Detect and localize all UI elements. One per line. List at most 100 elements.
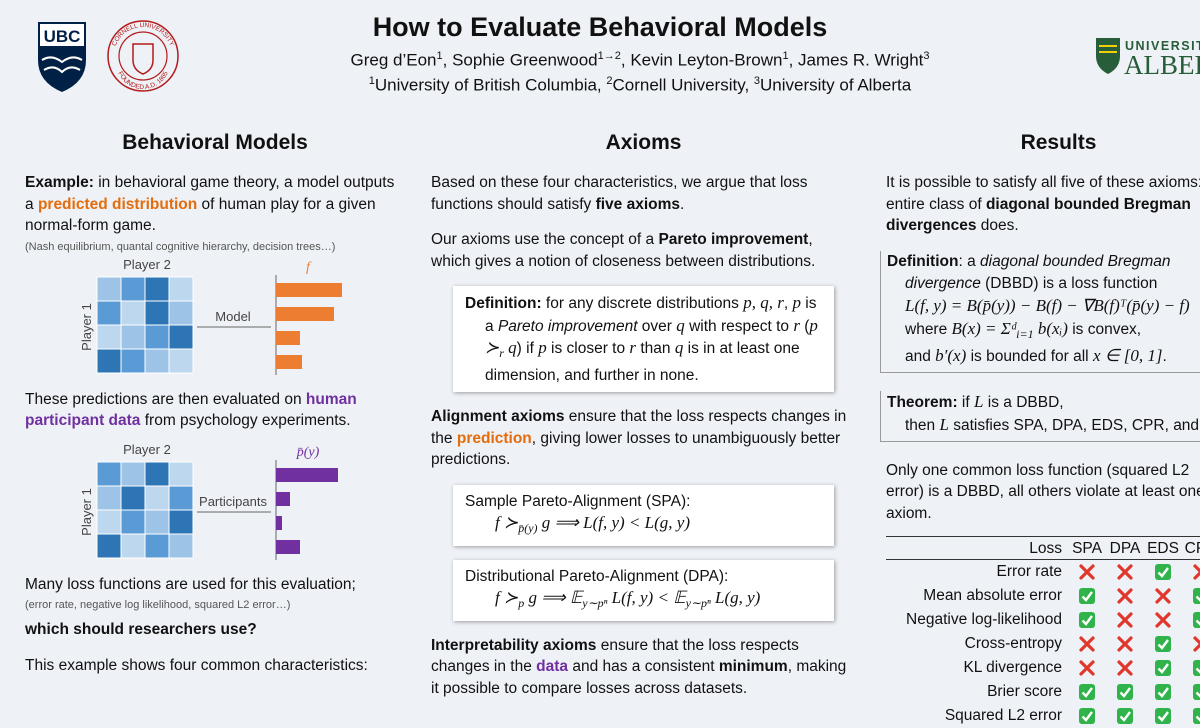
heading: Axioms bbox=[431, 128, 856, 158]
bar bbox=[276, 540, 300, 554]
cell bbox=[169, 301, 193, 325]
cross bbox=[1192, 563, 1200, 581]
text-run: is closer to bbox=[547, 340, 630, 357]
cell bbox=[169, 534, 193, 558]
cross bbox=[1116, 587, 1134, 605]
check-box bbox=[1079, 588, 1095, 604]
text-run: q bbox=[676, 316, 685, 335]
mark-cell bbox=[1068, 680, 1106, 704]
text-run: This example shows four common character… bbox=[25, 657, 368, 674]
cell bbox=[169, 277, 193, 301]
text-run: . bbox=[1163, 348, 1167, 365]
note: (error rate, negative log likelihood, sq… bbox=[25, 597, 405, 613]
mark-cell bbox=[1106, 608, 1144, 632]
bars-label: f bbox=[306, 260, 312, 275]
box-line: Sample Pareto-Alignment (SPA): bbox=[465, 491, 822, 513]
check-box bbox=[1193, 612, 1200, 628]
row-label: KL divergence bbox=[886, 656, 1068, 680]
mark-cell bbox=[1068, 560, 1106, 584]
mark-cell bbox=[1068, 584, 1106, 608]
text-run: p bbox=[538, 338, 547, 357]
mark-cell bbox=[1144, 656, 1182, 680]
check bbox=[1192, 683, 1200, 701]
bar bbox=[276, 331, 300, 345]
table-header: SPA bbox=[1068, 536, 1106, 560]
check bbox=[1116, 683, 1134, 701]
cross bbox=[1154, 587, 1172, 605]
bar bbox=[276, 468, 338, 482]
text-run: prediction bbox=[457, 430, 532, 447]
box-line: Distributional Pareto-Alignment (DPA): bbox=[465, 566, 822, 588]
check bbox=[1192, 587, 1200, 605]
cross-x bbox=[1119, 638, 1131, 650]
mark-cell bbox=[1106, 632, 1144, 656]
text-run: if bbox=[958, 394, 974, 411]
text-run: five axioms bbox=[596, 196, 680, 213]
check-box bbox=[1155, 636, 1171, 652]
axis-label: Player 1 bbox=[79, 488, 94, 536]
text-run: r bbox=[793, 316, 800, 335]
check bbox=[1154, 659, 1172, 677]
text-run: These predictions are then evaluated on bbox=[25, 391, 306, 408]
text-run: 1→2 bbox=[598, 50, 621, 62]
check bbox=[1154, 635, 1172, 653]
text-run: L(f, y) < 𝔼 bbox=[607, 588, 685, 607]
text-run: g ⟹ L(f, y) < L(g, y) bbox=[538, 513, 690, 532]
arrow-label: Participants bbox=[199, 494, 267, 509]
text-run: Only one common loss function (squared L… bbox=[886, 462, 1200, 522]
row-label: Error rate bbox=[886, 560, 1068, 584]
cross-x bbox=[1195, 638, 1200, 650]
cell bbox=[121, 277, 145, 301]
text-run: ( bbox=[800, 318, 809, 335]
check-box bbox=[1193, 660, 1200, 676]
cross-x bbox=[1081, 662, 1093, 674]
check bbox=[1192, 611, 1200, 629]
bar bbox=[276, 283, 342, 297]
cell bbox=[97, 325, 121, 349]
text-run: , Kevin Leyton-Brown bbox=[621, 51, 783, 70]
text-run: y∼pⁿ bbox=[582, 596, 607, 610]
box-line: Definition: a diagonal bounded Bregman bbox=[887, 251, 1200, 273]
mark-cell bbox=[1182, 632, 1200, 656]
axis-label: Player 2 bbox=[123, 257, 171, 272]
check-box bbox=[1155, 564, 1171, 580]
mark-cell bbox=[1144, 680, 1182, 704]
check bbox=[1154, 563, 1172, 581]
mark-cell bbox=[1182, 656, 1200, 680]
text-run: Pareto improvement bbox=[658, 231, 808, 248]
cross bbox=[1078, 659, 1096, 677]
text-run: and bbox=[905, 348, 935, 365]
text-run: Interpretability axioms bbox=[431, 637, 596, 654]
paragraph: Many loss functions are used for this ev… bbox=[25, 574, 405, 596]
text-run: (Nash equilibrium, quantal cognitive hie… bbox=[25, 241, 335, 253]
text-run: with respect to bbox=[685, 318, 794, 335]
paragraph: This example shows four common character… bbox=[25, 655, 405, 677]
check bbox=[1078, 683, 1096, 701]
mark-cell bbox=[1144, 584, 1182, 608]
paragraph: Only one common loss function (squared L… bbox=[886, 460, 1200, 525]
table-header: CPR bbox=[1182, 536, 1200, 560]
text-run: where bbox=[905, 321, 952, 338]
text-run: B(x) = Σᵈ bbox=[952, 319, 1017, 338]
text-run: (DBBD) is a loss function bbox=[981, 275, 1158, 292]
mark-cell bbox=[1068, 704, 1106, 728]
check-box bbox=[1193, 708, 1200, 724]
definition-box: Definition: for any discrete distributio… bbox=[453, 286, 834, 392]
text-run: f ≻ bbox=[495, 588, 518, 607]
text-run: x ∈ [0, 1] bbox=[1093, 346, 1163, 365]
text-run: divergence bbox=[905, 275, 981, 292]
text-run: p, q, r bbox=[743, 293, 784, 312]
heading: Behavioral Models bbox=[25, 128, 405, 158]
paragraph: Example: in behavioral game theory, a mo… bbox=[25, 172, 405, 237]
check bbox=[1116, 707, 1134, 725]
cell bbox=[145, 277, 169, 301]
cross-x bbox=[1081, 566, 1093, 578]
cell bbox=[145, 510, 169, 534]
check-box bbox=[1079, 612, 1095, 628]
axis-label: Player 2 bbox=[123, 442, 171, 457]
logos: UBC CORNELL UNIVERSITY FOUNDED A.D. 1865 bbox=[30, 20, 190, 95]
mark-cell bbox=[1182, 560, 1200, 584]
cross-x bbox=[1081, 638, 1093, 650]
note: (Nash equilibrium, quantal cognitive hie… bbox=[25, 239, 405, 255]
